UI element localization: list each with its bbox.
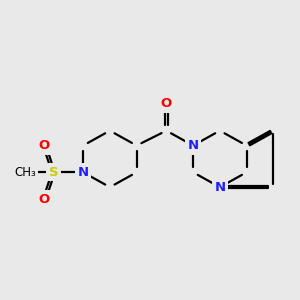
Text: S: S — [49, 166, 58, 179]
Text: O: O — [161, 98, 172, 110]
Text: N: N — [78, 166, 89, 179]
Text: CH₃: CH₃ — [14, 166, 36, 179]
Text: N: N — [214, 181, 225, 194]
Text: O: O — [39, 139, 50, 152]
Text: O: O — [39, 193, 50, 206]
Text: N: N — [188, 139, 199, 152]
